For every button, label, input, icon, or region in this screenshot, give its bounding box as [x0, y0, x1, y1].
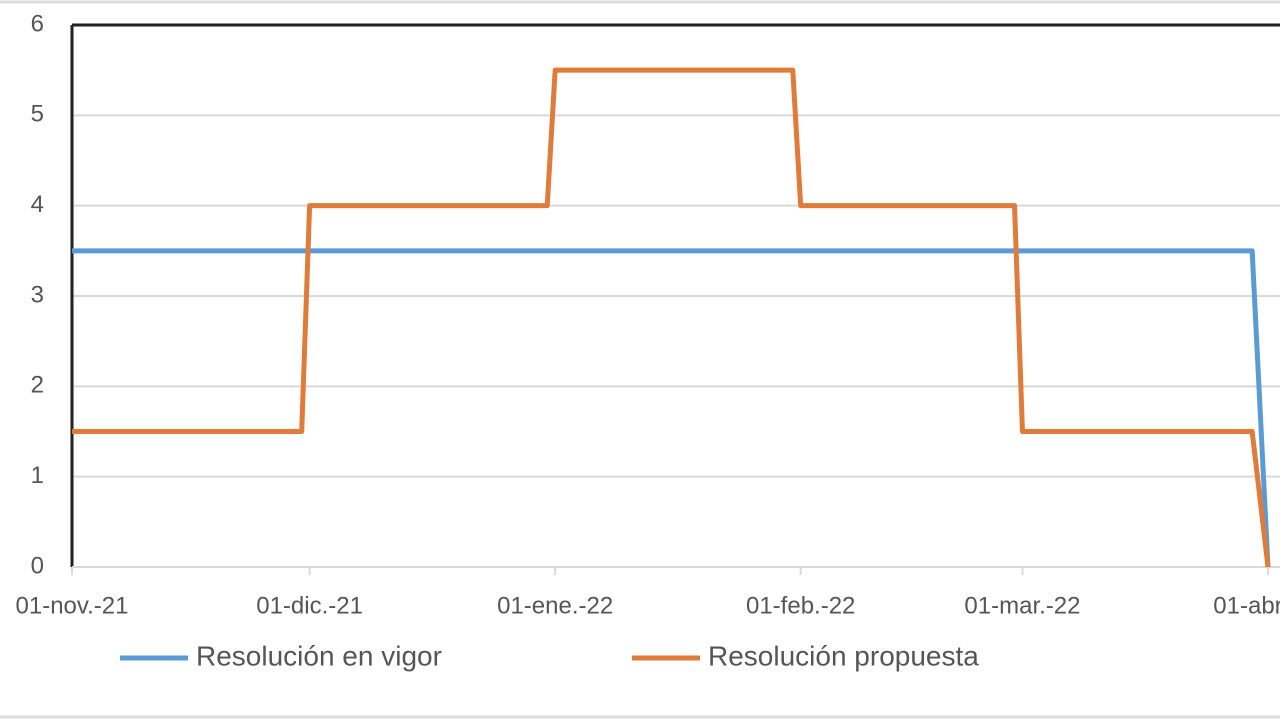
y-tick-label: 6 [31, 10, 44, 37]
x-tick-label: 01-feb.-22 [746, 592, 855, 619]
y-tick-label: 5 [31, 101, 44, 128]
series-line [72, 67, 1271, 568]
x-tick-label: 01-ene.-22 [497, 592, 613, 619]
x-tick-label: 01-dic.-21 [256, 592, 363, 619]
legend-label: Resolución propuesta [708, 640, 979, 671]
legend-label: Resolución en vigor [196, 640, 442, 671]
y-tick-label: 3 [31, 281, 44, 308]
y-tick-label: 1 [31, 462, 44, 489]
y-tick-label: 4 [31, 191, 44, 218]
y-tick-label: 2 [31, 372, 44, 399]
x-tick-label: 01-mar.-22 [964, 592, 1080, 619]
x-tick-label: 01-abr.-22 [1213, 592, 1280, 619]
y-tick-label: 0 [31, 552, 44, 579]
x-tick-label: 01-nov.-21 [16, 592, 129, 619]
series-line [72, 248, 1271, 568]
